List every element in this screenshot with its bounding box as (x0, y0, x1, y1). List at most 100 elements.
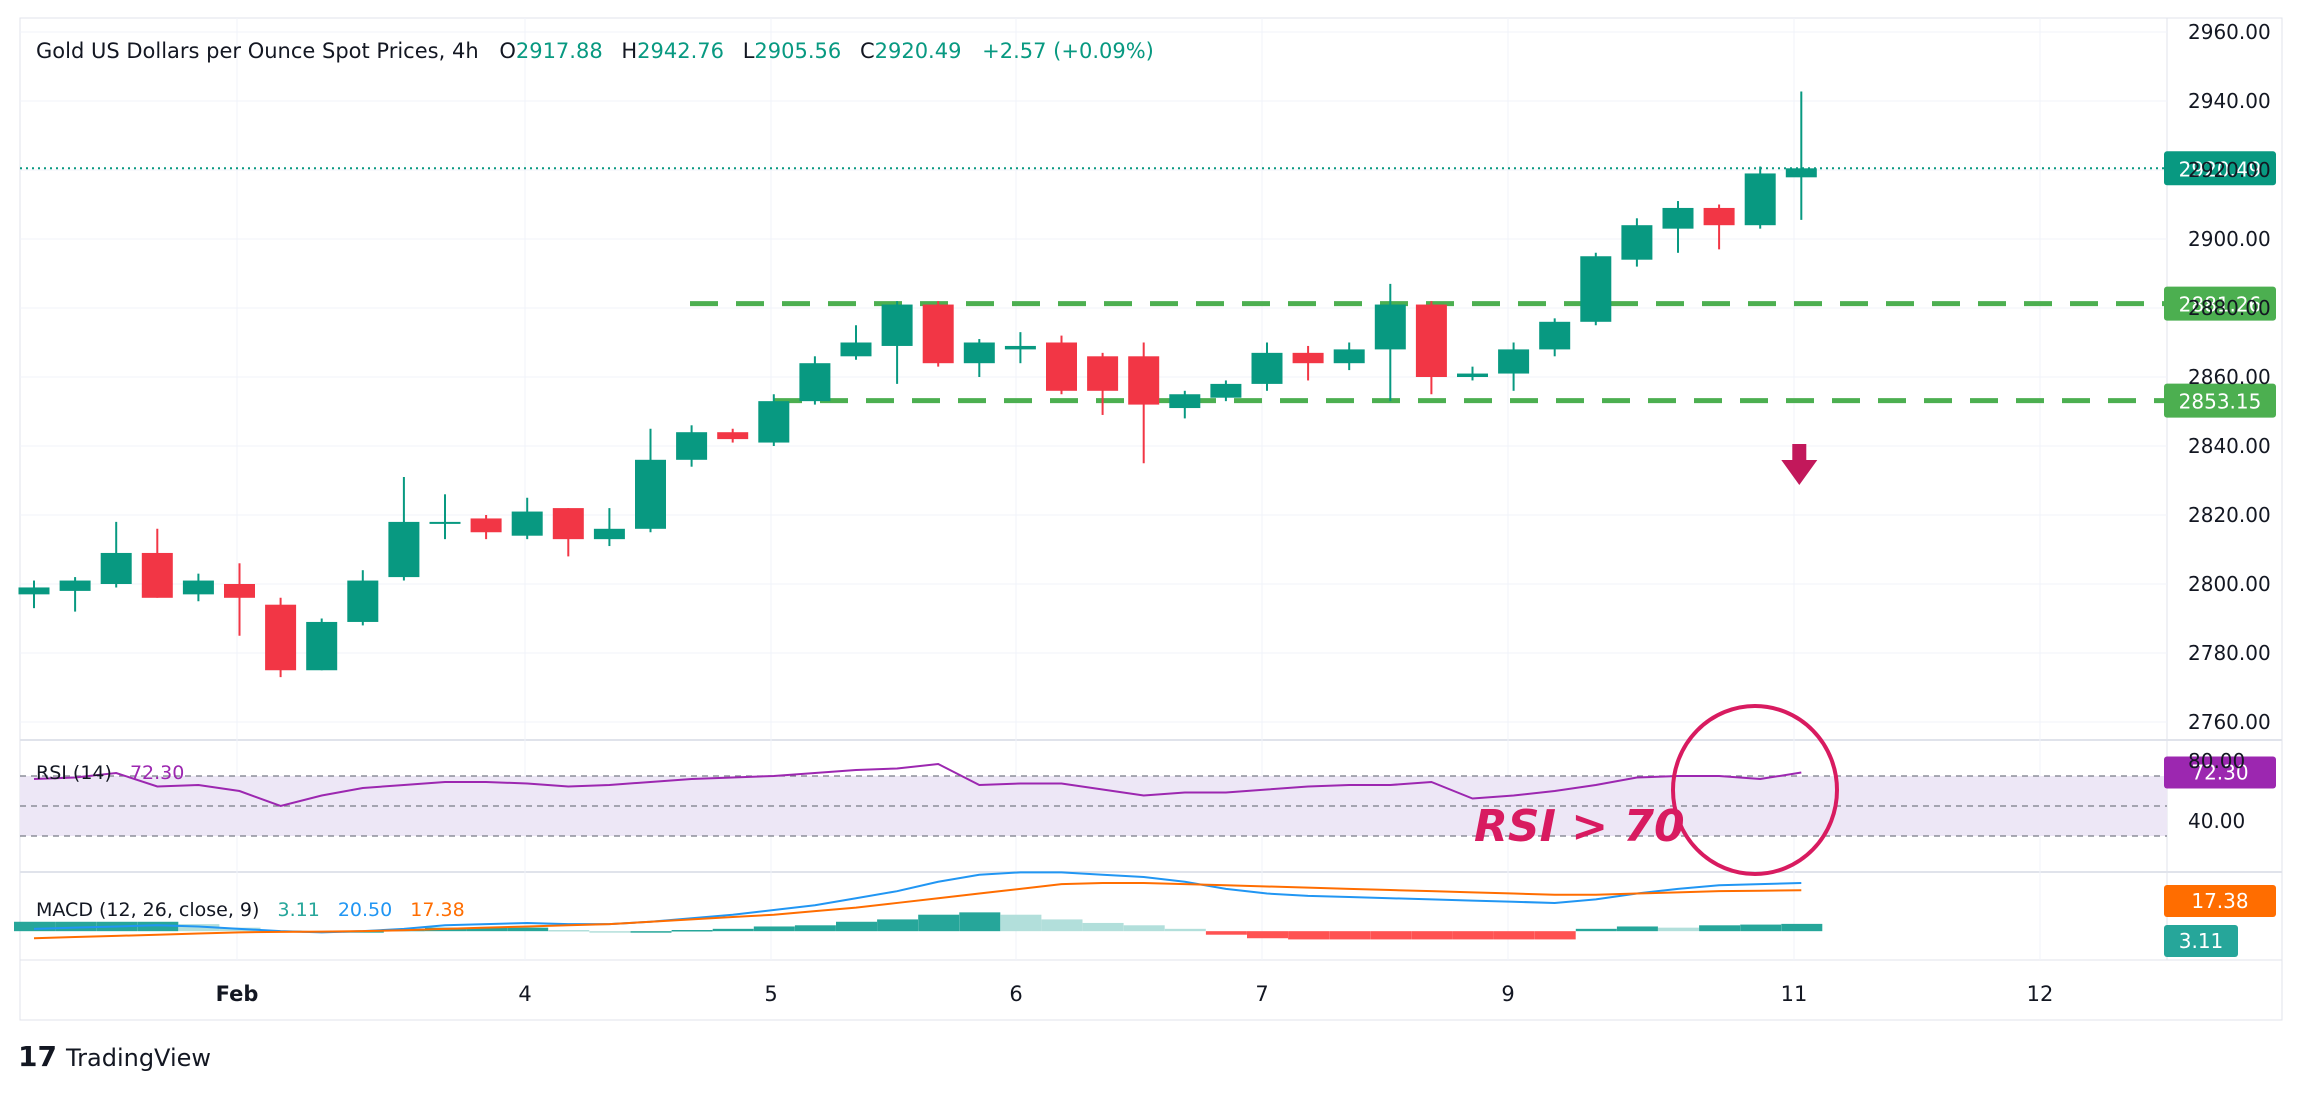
time-tick-label: 5 (764, 982, 777, 1006)
macd-signal-tag[interactable] (2164, 885, 2276, 917)
candle-body (1621, 225, 1653, 260)
candle[interactable] (1703, 204, 1735, 250)
macd-histogram-bar (1164, 928, 1206, 932)
candle-body (676, 432, 708, 460)
candle[interactable] (676, 425, 708, 467)
macd-histogram-bar (1534, 931, 1576, 940)
macd-histogram-bar (548, 930, 590, 932)
candle[interactable] (1580, 252, 1612, 326)
level-price-tag[interactable] (2164, 383, 2276, 418)
candle[interactable] (963, 339, 995, 377)
rsi-value-label: 72.30 (2191, 761, 2248, 785)
macd-hist-value: 3.11 (277, 899, 319, 921)
level-price-tag[interactable] (2164, 286, 2276, 321)
candle[interactable] (1128, 342, 1160, 464)
candle[interactable] (265, 597, 297, 678)
candle[interactable] (1744, 166, 1776, 229)
macd-histogram-bar (1288, 931, 1330, 940)
macd-histogram-bar (1452, 931, 1494, 940)
candle[interactable] (1415, 301, 1447, 395)
candle[interactable] (100, 521, 132, 588)
candle[interactable] (429, 494, 461, 540)
macd-histogram-bar (1575, 928, 1617, 932)
candle[interactable] (1498, 342, 1530, 391)
macd-histogram-bar (14, 921, 55, 932)
candle[interactable] (1539, 318, 1571, 357)
time-tick-label: 12 (2027, 982, 2054, 1006)
high-label: H (621, 39, 637, 63)
candle-body (1004, 345, 1036, 350)
candle[interactable] (1374, 283, 1406, 402)
candle[interactable] (182, 573, 214, 602)
down-arrow-icon (1781, 444, 1818, 485)
price-tick-label: 2900.00 (2188, 227, 2271, 251)
candle[interactable] (1662, 201, 1694, 253)
macd-histogram-bar (507, 927, 549, 932)
candle-body (1744, 173, 1776, 226)
candle[interactable] (1004, 332, 1036, 364)
candle[interactable] (470, 515, 502, 540)
macd-hist-tag-label: 3.11 (2179, 929, 2224, 953)
candle[interactable] (1210, 380, 1242, 402)
open-value: 2917.88 (516, 39, 603, 63)
level-price-label: 2853.15 (2179, 390, 2262, 414)
candle[interactable] (1333, 342, 1365, 371)
macd-histogram-bar (794, 925, 836, 932)
candle-body (18, 587, 50, 595)
candle-body (1169, 394, 1201, 409)
tradingview-logo[interactable]: 17 TradingView (18, 1040, 211, 1073)
candle[interactable] (717, 428, 749, 443)
candle-body (1292, 352, 1324, 364)
candle[interactable] (881, 301, 913, 384)
price-tick-label: 2880.00 (2188, 296, 2271, 320)
macd-histogram-bar (1329, 931, 1371, 940)
candle[interactable] (1169, 390, 1201, 419)
candle-body (1703, 207, 1735, 226)
candle-body (635, 459, 666, 529)
candle[interactable] (552, 508, 584, 557)
candle-body (265, 604, 297, 671)
candle[interactable] (635, 428, 666, 533)
candle-body (1087, 356, 1119, 391)
candle-body (141, 552, 173, 598)
candle[interactable] (1457, 366, 1488, 381)
candle[interactable] (1251, 342, 1283, 391)
price-tick-label: 2800.00 (2188, 572, 2271, 596)
price-tick-label: 2960.00 (2188, 20, 2271, 44)
time-tick-label: 6 (1009, 982, 1022, 1006)
tradingview-brand: TradingView (65, 1044, 211, 1072)
candle[interactable] (18, 580, 50, 609)
candle[interactable] (593, 508, 625, 547)
candle[interactable] (840, 325, 872, 360)
macd-histogram-bar (1493, 931, 1535, 940)
price-tick-label: 2940.00 (2188, 89, 2271, 113)
last-price-tag[interactable] (2164, 151, 2276, 186)
candle[interactable] (799, 356, 831, 405)
candle[interactable] (1621, 218, 1653, 267)
candle[interactable] (1046, 335, 1077, 395)
macd-hist-tag[interactable] (2164, 925, 2238, 957)
candle[interactable] (1087, 352, 1119, 415)
candle[interactable] (59, 577, 91, 612)
price-tick-label: 2860.00 (2188, 365, 2271, 389)
last-price-label: 2920.49 (2179, 157, 2262, 181)
candle[interactable] (306, 618, 338, 671)
candle[interactable] (224, 563, 255, 636)
macd-histogram-bar (671, 930, 713, 932)
candle[interactable] (511, 497, 543, 540)
candle[interactable] (1785, 91, 1817, 220)
rsi-value-tag[interactable] (2164, 756, 2276, 789)
candle[interactable] (141, 528, 173, 598)
rsi-line (33, 762, 1802, 808)
candle[interactable] (922, 301, 954, 367)
candle[interactable] (758, 394, 790, 446)
candle[interactable] (388, 477, 420, 581)
rsi-value: 72.30 (130, 762, 184, 784)
candle[interactable] (1292, 345, 1324, 381)
candle-body (1046, 342, 1077, 391)
macd-histogram-bar (1082, 922, 1124, 932)
candle-body (552, 508, 584, 540)
candle[interactable] (347, 570, 379, 626)
